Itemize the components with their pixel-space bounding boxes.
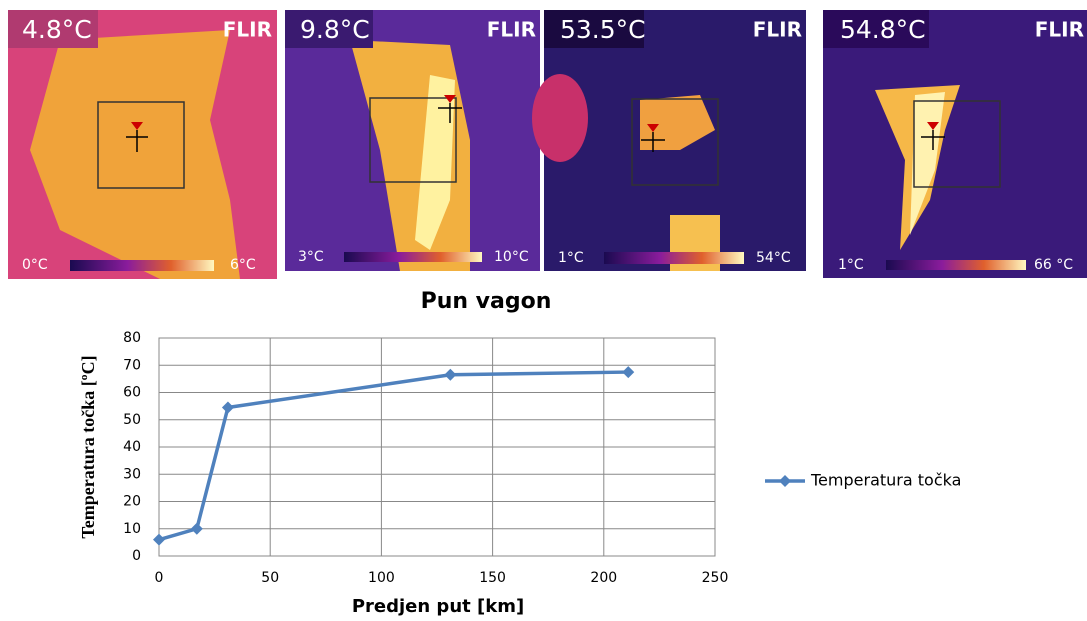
x-tick-label: 150 <box>479 570 506 586</box>
brand: FLIR <box>487 18 536 42</box>
marker <box>153 533 165 546</box>
thermal-image: 53.5°C FLIR 1°C 54°C <box>532 10 806 271</box>
x-tick-label: 0 <box>155 570 164 586</box>
brand: FLIR <box>753 18 802 42</box>
scale-min: 3°C <box>298 249 324 265</box>
x-axis-label: Predjen put [km] <box>352 596 524 617</box>
y-tick-label: 80 <box>123 330 141 346</box>
y-tick-label: 40 <box>123 439 141 455</box>
scale-min: 0°C <box>22 257 48 273</box>
scale-max: 10°C <box>494 249 529 265</box>
x-tick-label: 50 <box>261 570 279 586</box>
legend-label: Temperatura točka <box>810 471 961 490</box>
y-tick-label: 0 <box>132 548 141 564</box>
marker <box>444 368 457 381</box>
scale-max: 54°C <box>756 250 791 266</box>
brand: FLIR <box>1035 18 1084 42</box>
y-axis-label: Temperatura točka [ºC] <box>78 355 98 538</box>
x-tick-label: 200 <box>590 570 617 586</box>
chart-title: Pun vagon <box>421 289 552 314</box>
marker <box>221 401 234 414</box>
y-tick-label: 20 <box>123 494 141 510</box>
scale-max: 66 °C <box>1034 257 1073 273</box>
reading: 54.8°C <box>840 15 926 44</box>
x-tick-label: 250 <box>702 570 729 586</box>
marker <box>190 522 203 535</box>
y-tick-label: 60 <box>123 385 141 401</box>
reading: 9.8°C <box>300 15 370 44</box>
thermal-image: 9.8°C FLIR 3°C 10°C <box>285 10 540 271</box>
scale-min: 1°C <box>558 250 584 266</box>
y-tick-label: 70 <box>123 357 141 373</box>
y-tick-label: 50 <box>123 412 141 428</box>
y-tick-label: 10 <box>123 521 141 537</box>
thermal-image: 4.8°C FLIR 0°C 6°C <box>8 10 277 279</box>
x-tick-label: 100 <box>368 570 395 586</box>
legend-marker <box>779 475 791 487</box>
reading: 53.5°C <box>560 15 646 44</box>
marker <box>622 366 635 379</box>
scale-min: 1°C <box>838 257 864 273</box>
scale-max: 6°C <box>230 257 256 273</box>
y-tick-label: 30 <box>123 466 141 482</box>
reading: 4.8°C <box>22 15 92 44</box>
brand: FLIR <box>223 18 272 42</box>
thermal-image: 54.8°C FLIR 1°C 66 °C <box>823 10 1087 278</box>
